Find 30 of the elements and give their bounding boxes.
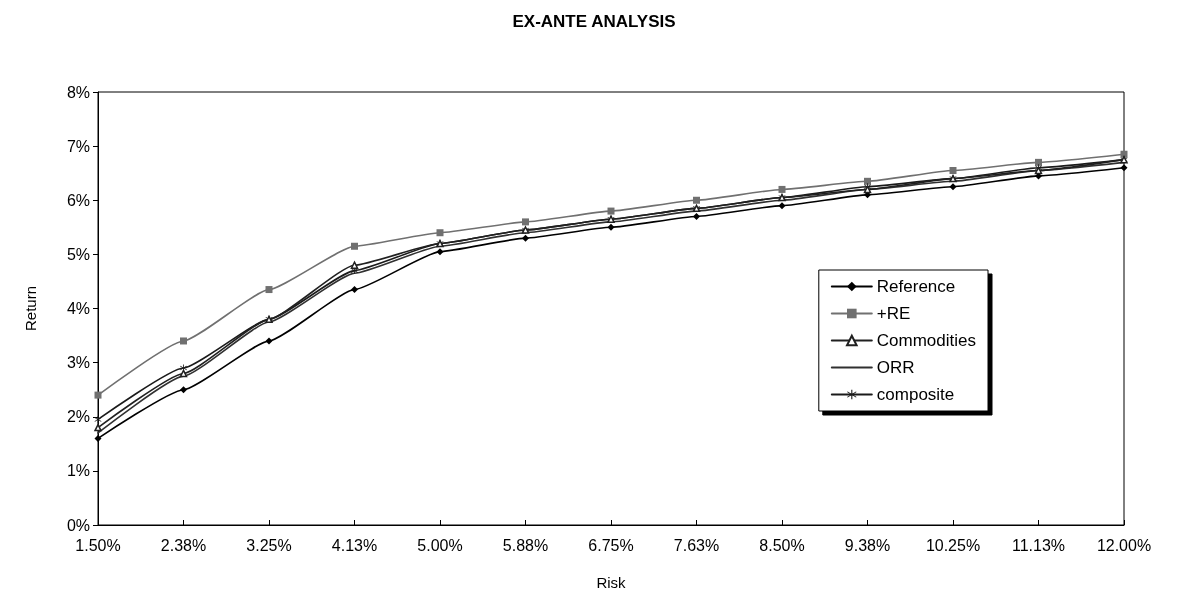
x-tick-label: 3.25% [246,536,292,554]
x-tick-label: 12.00% [1096,536,1152,554]
x-tick-label: 11.13% [1011,536,1066,554]
y-tick-label: 7% [66,137,90,155]
x-tick-label: 5.00% [417,536,463,554]
y-tick-label: 2% [66,408,90,426]
legend-label: Commodities [876,331,977,350]
y-tick-label: 4% [66,300,90,317]
chart-title: EX-ANTE ANALYSIS [512,12,676,31]
legend-label: +RE [876,304,911,323]
x-tick-label: 4.13% [331,536,378,554]
x-tick-label: 6.75% [588,536,634,554]
y-tick-label: 6% [66,191,90,209]
y-tick-label: 3% [66,354,90,372]
x-tick-label: 9.38% [844,536,891,554]
x-axis-title: Risk [596,574,627,591]
y-tick-label: 1% [66,462,90,480]
x-tick-label: 1.50% [75,536,121,554]
y-tick-label: 5% [66,245,90,263]
y-tick-label: 0% [66,516,90,534]
legend-label: composite [876,385,955,404]
y-tick-label: 8% [66,83,90,101]
x-tick-label: 5.88% [502,536,549,554]
y-axis-title: Return [22,285,39,332]
x-tick-label: 10.25% [925,536,981,554]
x-tick-label: 7.63% [673,536,720,554]
legend-label: Reference [876,277,956,296]
x-tick-label: 2.38% [160,536,207,554]
x-tick-label: 8.50% [759,536,805,554]
legend-label: ORR [876,358,915,377]
